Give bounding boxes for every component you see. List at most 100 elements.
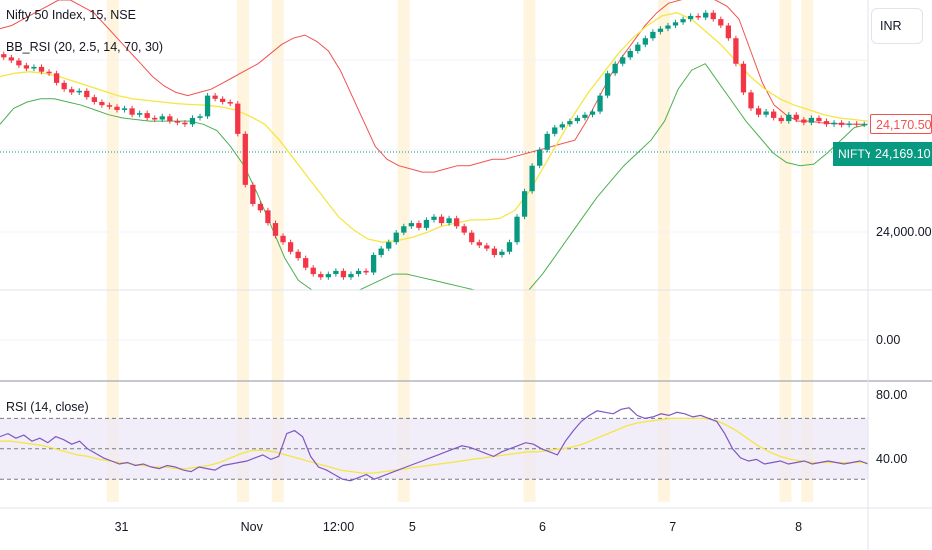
- candle-body: [401, 226, 407, 233]
- candle: [1, 51, 7, 60]
- candle: [831, 120, 837, 127]
- candle: [393, 230, 399, 245]
- currency-button[interactable]: INR: [871, 8, 923, 44]
- rsi-indicator-label[interactable]: RSI (14, close): [6, 400, 89, 414]
- grid-lines: [0, 59, 868, 341]
- candle: [31, 64, 37, 72]
- candlesticks[interactable]: [1, 10, 867, 280]
- candle: [84, 88, 90, 100]
- bb-basis-line: [0, 12, 868, 243]
- symbol-price-tag: NIFTY: [833, 142, 873, 166]
- candle-body: [431, 216, 437, 220]
- candle: [136, 110, 143, 118]
- candle-body: [280, 235, 286, 243]
- session-band: [271, 0, 284, 502]
- candle-body: [687, 15, 694, 20]
- session-band: [779, 0, 792, 502]
- candle-body: [446, 218, 452, 224]
- time-axis-label: 7: [669, 520, 677, 534]
- candle-body: [386, 242, 392, 249]
- rsi-axis-label: 40.00: [876, 452, 908, 466]
- candle: [189, 115, 196, 127]
- candle-body: [99, 101, 105, 106]
- candle: [325, 271, 331, 280]
- candle-body: [61, 82, 67, 90]
- candle: [182, 120, 188, 127]
- candle-body: [642, 38, 648, 45]
- candle-body: [854, 123, 860, 125]
- session-band: [801, 0, 814, 502]
- candle-body: [476, 242, 482, 246]
- candle: [287, 239, 294, 255]
- candle-body: [438, 216, 445, 224]
- candle: [242, 131, 248, 188]
- candle-body: [846, 123, 852, 125]
- candle-body: [340, 270, 347, 278]
- candle: [174, 118, 181, 126]
- candle: [823, 118, 830, 127]
- candle: [129, 105, 135, 118]
- candle-body: [627, 50, 633, 58]
- candle-body: [816, 117, 822, 122]
- candle: [197, 113, 203, 121]
- candle-body: [129, 108, 135, 115]
- candle: [491, 246, 498, 258]
- candle: [423, 217, 430, 231]
- candle: [204, 93, 211, 119]
- bb-rsi-indicator-label[interactable]: BB_RSI (20, 2.5, 14, 70, 30): [6, 40, 164, 54]
- candle: [574, 115, 581, 124]
- candle-body: [703, 12, 709, 18]
- candle-body: [763, 111, 769, 115]
- rsi-line: [0, 407, 869, 482]
- candle: [333, 268, 339, 277]
- candle-body: [650, 31, 656, 39]
- candle-body: [748, 92, 754, 109]
- bb-upper-line: [0, 0, 868, 173]
- price-axis-label: 24,000.00: [876, 225, 932, 239]
- session-band: [397, 0, 410, 502]
- candle-body: [718, 19, 724, 26]
- candle: [167, 113, 173, 124]
- candle: [386, 239, 392, 252]
- candle: [303, 255, 309, 271]
- candle: [755, 105, 762, 118]
- rsi-lines: [0, 407, 869, 482]
- candle: [401, 223, 407, 236]
- candle-body: [552, 127, 558, 134]
- candle-body: [144, 113, 150, 118]
- candle-body: [861, 124, 867, 126]
- candle-body: [574, 117, 581, 122]
- symbol-title[interactable]: Nifty 50 Index, 15, NSE: [6, 8, 136, 22]
- candle-body: [212, 95, 218, 99]
- candle-body: [265, 210, 271, 224]
- candle-body: [559, 124, 565, 128]
- candle-body: [23, 65, 30, 69]
- candle: [672, 19, 679, 29]
- candle-body: [189, 117, 196, 125]
- candle-body: [159, 116, 165, 120]
- candle-body: [620, 57, 626, 64]
- candle-body: [521, 191, 528, 217]
- candle: [635, 42, 641, 54]
- time-axis-label: Nov: [240, 520, 263, 534]
- candle: [416, 220, 422, 231]
- candle: [604, 70, 611, 99]
- candle-body: [318, 274, 324, 278]
- candle-body: [454, 218, 460, 227]
- candle: [76, 88, 82, 95]
- candle-body: [393, 232, 399, 243]
- candle: [567, 118, 573, 127]
- candle: [318, 271, 324, 280]
- candle: [846, 121, 852, 128]
- candle: [99, 99, 105, 108]
- candle: [778, 115, 784, 124]
- rsi-ma-line: [0, 417, 868, 474]
- candle: [763, 108, 769, 118]
- candle-body: [242, 133, 248, 185]
- candle: [91, 94, 97, 105]
- candle: [484, 242, 490, 252]
- candle: [348, 271, 354, 280]
- candle-body: [152, 117, 158, 120]
- candle-body: [53, 73, 60, 83]
